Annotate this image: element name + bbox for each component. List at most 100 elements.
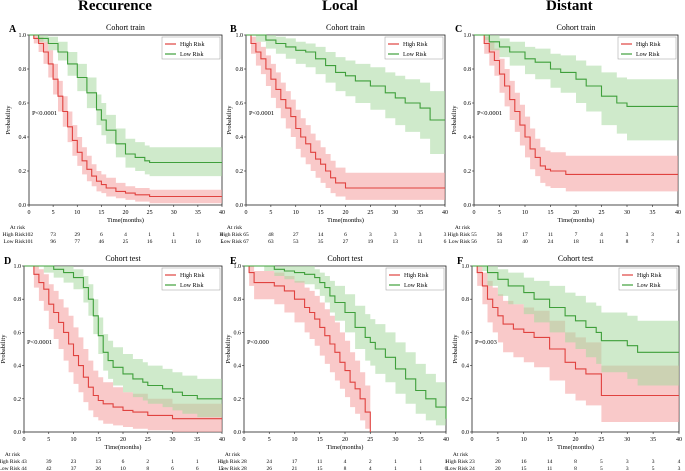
x-tick-label: 20 bbox=[343, 210, 349, 216]
at-risk-count: 3 bbox=[626, 232, 629, 238]
legend-label: High Risk bbox=[403, 42, 428, 48]
at-risk-count: 27 bbox=[343, 239, 349, 245]
column-title-recurrence: Reccurence bbox=[78, 0, 152, 14]
at-risk-count: 46 bbox=[99, 239, 105, 245]
at-risk-count: 25 bbox=[123, 239, 129, 245]
at-risk-count: 11 bbox=[317, 459, 323, 465]
y-tick-label: 0.0 bbox=[14, 430, 22, 436]
x-tick-label: 0 bbox=[245, 210, 248, 216]
x-tick-label: 40 bbox=[442, 210, 448, 216]
legend-label: Low Risk bbox=[403, 52, 427, 58]
x-axis-label: Time(months) bbox=[558, 217, 595, 224]
at-risk-count: 6 bbox=[444, 239, 447, 245]
low-risk-ci-band bbox=[474, 35, 678, 141]
x-tick-label: 5 bbox=[268, 437, 271, 443]
low-risk-survival-line bbox=[472, 265, 679, 353]
p-value: P=0.003 bbox=[475, 339, 497, 346]
y-tick-label: 0.4 bbox=[19, 135, 27, 141]
panel-title: Cohort test bbox=[105, 254, 141, 263]
at-risk-count: 17 bbox=[522, 232, 528, 238]
at-risk-count: 24 bbox=[267, 459, 273, 465]
at-risk-row-label: High Risk bbox=[3, 232, 26, 238]
at-risk-row-label: Low Risk bbox=[218, 466, 240, 471]
y-tick-label: 0.8 bbox=[236, 67, 244, 73]
y-tick-label: 0.6 bbox=[464, 101, 472, 107]
at-risk-count: 0 bbox=[221, 232, 224, 238]
x-tick-label: 15 bbox=[98, 210, 104, 216]
panel-letter: C bbox=[455, 24, 462, 35]
at-risk-count: 48 bbox=[268, 232, 274, 238]
at-risk-count: 16 bbox=[521, 459, 527, 465]
legend-box bbox=[618, 267, 678, 291]
at-risk-count: 14 bbox=[547, 459, 553, 465]
p-value: P<0.0001 bbox=[477, 110, 502, 117]
x-tick-label: 35 bbox=[650, 437, 656, 443]
y-tick-label: 0.0 bbox=[234, 430, 242, 436]
at-risk-count: 65 bbox=[243, 232, 249, 238]
x-tick-label: 0 bbox=[243, 437, 246, 443]
legend-label: Low Risk bbox=[180, 283, 204, 289]
y-tick-label: 1.0 bbox=[234, 264, 242, 270]
x-tick-label: 5 bbox=[47, 437, 50, 443]
at-risk-count: 6 bbox=[196, 466, 199, 471]
at-risk-count: 5 bbox=[221, 239, 224, 245]
at-risk-row-label: High Risk bbox=[0, 459, 20, 465]
x-tick-label: 15 bbox=[95, 437, 101, 443]
x-tick-label: 35 bbox=[417, 210, 423, 216]
at-risk-count: 102 bbox=[25, 232, 34, 238]
at-risk-count: 23 bbox=[469, 459, 475, 465]
at-risk-count: 8 bbox=[146, 466, 149, 471]
at-risk-count: 53 bbox=[293, 239, 299, 245]
at-risk-count: 4 bbox=[600, 232, 603, 238]
x-tick-label: 0 bbox=[473, 210, 476, 216]
y-axis-label: Probability bbox=[452, 334, 459, 364]
legend-label: High Risk bbox=[636, 42, 661, 48]
panel-letter: E bbox=[230, 256, 237, 267]
plot-frame bbox=[28, 34, 223, 206]
at-risk-count: 1 bbox=[419, 459, 422, 465]
x-tick-label: 15 bbox=[318, 210, 324, 216]
at-risk-count: 55 bbox=[471, 232, 477, 238]
y-tick-label: 0.2 bbox=[19, 169, 27, 175]
y-tick-label: 0.6 bbox=[19, 101, 27, 107]
legend-label: High Risk bbox=[180, 273, 205, 279]
x-tick-label: 25 bbox=[599, 210, 605, 216]
x-tick-label: 10 bbox=[292, 437, 298, 443]
x-axis-label: Time(months) bbox=[107, 217, 144, 224]
at-risk-count: 3 bbox=[626, 459, 629, 465]
at-risk-count: 1 bbox=[221, 459, 224, 465]
x-tick-label: 10 bbox=[522, 210, 528, 216]
at-risk-title: At risk bbox=[453, 452, 468, 458]
high-risk-survival-line bbox=[244, 265, 371, 432]
y-tick-label: 0.2 bbox=[14, 397, 22, 403]
low-risk-ci-band bbox=[246, 35, 445, 154]
at-risk-count: 5 bbox=[652, 466, 655, 471]
at-risk-count: 19 bbox=[368, 239, 374, 245]
at-risk-row-label: Low Risk bbox=[446, 466, 468, 471]
column-title-local: Local bbox=[322, 0, 358, 14]
at-risk-title: At risk bbox=[10, 225, 25, 231]
x-tick-label: 5 bbox=[496, 437, 499, 443]
at-risk-count: 7 bbox=[651, 239, 654, 245]
x-axis-label: Time(months) bbox=[557, 444, 594, 451]
x-tick-label: 40 bbox=[219, 210, 225, 216]
legend-label: High Risk bbox=[180, 42, 205, 48]
at-risk-count: 26 bbox=[267, 466, 273, 471]
at-risk-count: 1 bbox=[197, 232, 200, 238]
y-tick-label: 0.8 bbox=[462, 297, 470, 303]
y-tick-label: 0.0 bbox=[236, 203, 244, 209]
at-risk-row-label: High Risk bbox=[446, 459, 469, 465]
at-risk-count: 23 bbox=[71, 459, 77, 465]
at-risk-count: 16 bbox=[147, 239, 153, 245]
at-risk-count: 3 bbox=[444, 232, 447, 238]
at-risk-count: 4 bbox=[124, 232, 127, 238]
y-axis-label: Probability bbox=[226, 105, 233, 135]
at-risk-row-label: High Risk bbox=[448, 232, 471, 238]
at-risk-count: 10 bbox=[195, 239, 201, 245]
at-risk-count: 20 bbox=[495, 459, 501, 465]
